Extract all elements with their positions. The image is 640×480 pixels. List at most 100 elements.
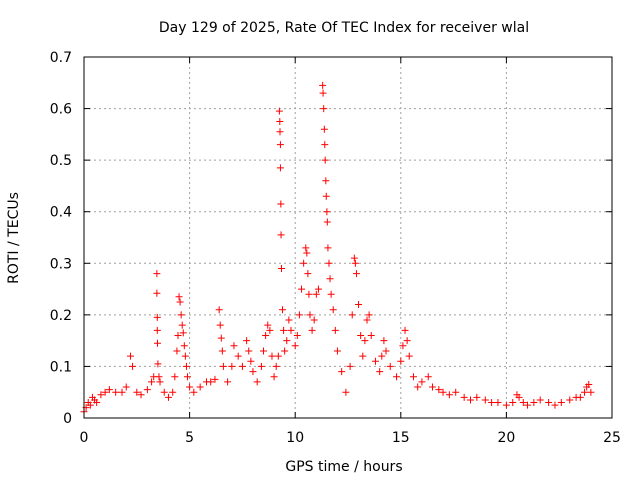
- x-tick-label: 10: [286, 430, 304, 446]
- axis-ticks: 0 5 10 15 20 25 0 0.1 0.2 0.3 0.4 0.5 0.6 0.7: [50, 50, 621, 446]
- data-point: [488, 399, 496, 407]
- data-point: [122, 383, 130, 391]
- data-point: [211, 375, 219, 383]
- data-point: [357, 331, 365, 339]
- x-tick-label: 5: [185, 430, 194, 446]
- data-point: [352, 270, 360, 278]
- data-point: [319, 81, 327, 89]
- data-point: [249, 368, 257, 376]
- x-axis-label: GPS time / hours: [285, 459, 402, 475]
- data-point: [86, 401, 94, 409]
- data-point: [276, 164, 284, 172]
- data-point: [176, 298, 184, 306]
- data-point: [143, 386, 151, 394]
- grid-lines: [84, 57, 612, 418]
- y-tick-label: 0.1: [50, 359, 72, 375]
- data-point: [452, 388, 460, 396]
- data-point: [101, 388, 109, 396]
- data-point: [281, 347, 289, 355]
- data-point: [279, 306, 287, 314]
- data-point: [148, 378, 156, 386]
- data-point: [324, 244, 332, 252]
- data-point: [310, 316, 318, 324]
- y-tick-label: 0.4: [50, 205, 72, 221]
- data-point: [245, 347, 253, 355]
- data-point: [268, 352, 276, 360]
- y-tick-label: 0.5: [50, 153, 72, 169]
- data-point: [175, 293, 183, 301]
- data-point: [169, 388, 177, 396]
- data-point: [126, 352, 134, 360]
- data-point: [363, 316, 371, 324]
- data-point: [230, 342, 238, 350]
- data-point: [153, 270, 161, 278]
- data-point: [183, 373, 191, 381]
- data-point: [566, 396, 574, 404]
- data-point: [386, 362, 394, 370]
- data-point: [153, 326, 161, 334]
- data-point: [323, 208, 331, 216]
- data-point: [190, 388, 198, 396]
- data-point: [371, 357, 379, 365]
- data-point: [576, 393, 584, 401]
- data-point: [207, 378, 215, 386]
- data-point: [217, 334, 225, 342]
- data-point: [382, 347, 390, 355]
- data-point: [376, 368, 384, 376]
- data-point: [238, 362, 246, 370]
- plot-frame: [83, 56, 613, 419]
- data-point: [473, 393, 481, 401]
- data-point: [365, 311, 373, 319]
- data-point: [524, 401, 532, 409]
- data-point: [380, 337, 388, 345]
- data-point: [270, 373, 278, 381]
- data-point: [331, 326, 339, 334]
- data-point: [322, 177, 330, 185]
- y-tick-label: 0.3: [50, 256, 72, 272]
- data-point: [536, 396, 544, 404]
- data-point: [118, 388, 126, 396]
- data-point: [333, 347, 341, 355]
- data-point: [303, 249, 311, 257]
- data-point: [153, 339, 161, 347]
- data-point: [171, 373, 179, 381]
- data-point: [393, 373, 401, 381]
- data-point: [182, 362, 190, 370]
- data-point: [97, 391, 105, 399]
- data-point: [174, 331, 182, 339]
- y-tick-label: 0.6: [50, 102, 72, 118]
- data-point: [216, 321, 224, 329]
- data-point: [418, 378, 426, 386]
- data-point: [105, 386, 113, 394]
- data-point: [300, 259, 308, 267]
- data-point: [219, 362, 227, 370]
- data-point: [154, 360, 162, 368]
- data-point: [133, 388, 141, 396]
- data-point: [359, 352, 367, 360]
- data-point: [326, 275, 334, 283]
- data-point: [322, 192, 330, 200]
- data-point: [173, 347, 181, 355]
- data-point: [439, 388, 447, 396]
- data-point: [320, 125, 328, 133]
- data-point: [298, 285, 306, 293]
- y-tick-label: 0: [63, 411, 72, 427]
- data-point: [551, 401, 559, 409]
- data-point: [285, 316, 293, 324]
- data-point: [530, 399, 538, 407]
- data-point: [399, 342, 407, 350]
- data-point: [112, 388, 120, 396]
- data-point: [277, 264, 285, 272]
- data-point: [327, 290, 335, 298]
- data-point: [295, 311, 303, 319]
- data-point: [277, 231, 285, 239]
- data-point: [179, 329, 187, 337]
- data-point: [308, 326, 316, 334]
- data-point: [445, 391, 453, 399]
- data-point: [293, 331, 301, 339]
- data-point: [502, 401, 510, 409]
- data-point: [405, 352, 413, 360]
- data-point: [581, 388, 589, 396]
- data-point: [137, 391, 145, 399]
